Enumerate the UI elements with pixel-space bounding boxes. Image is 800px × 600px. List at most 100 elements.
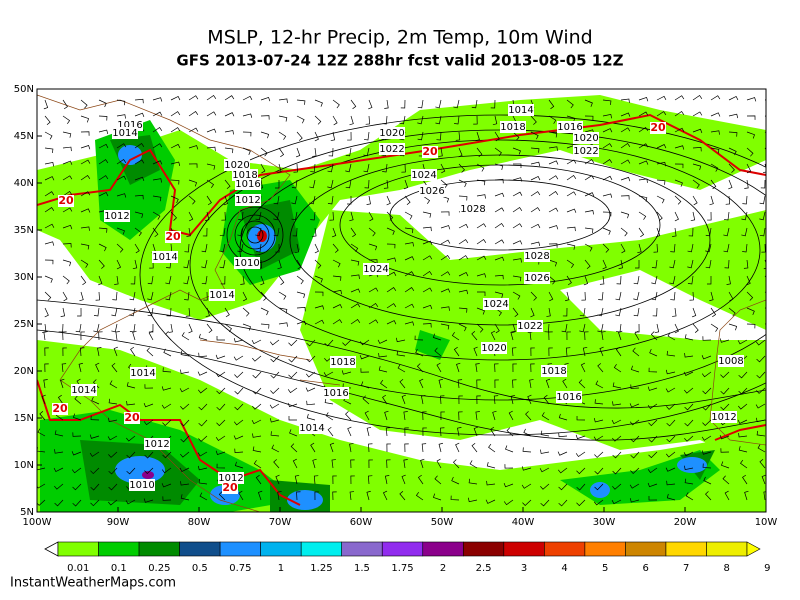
barb — [548, 275, 556, 285]
barb — [422, 195, 431, 205]
barb — [602, 259, 607, 270]
barb — [62, 224, 73, 230]
barb — [702, 419, 712, 427]
barb — [80, 208, 91, 213]
isobar-label-bg — [224, 159, 250, 171]
barb — [44, 307, 49, 318]
barb — [494, 363, 499, 373]
barb — [378, 352, 388, 358]
barb — [723, 211, 730, 221]
barb — [687, 275, 694, 285]
barb — [168, 323, 173, 333]
barb — [116, 193, 127, 198]
barb — [602, 175, 613, 181]
barb — [386, 443, 391, 453]
barb — [255, 243, 262, 253]
isobar-label: 1014 — [71, 385, 96, 396]
barb — [691, 307, 697, 318]
barb — [620, 98, 630, 104]
barb — [593, 499, 604, 506]
barb — [80, 159, 91, 165]
barb — [386, 195, 391, 206]
barb — [404, 271, 415, 277]
barb — [134, 142, 145, 149]
barb — [108, 483, 118, 491]
barb — [738, 371, 748, 379]
barb — [674, 163, 684, 169]
barb — [494, 291, 504, 298]
barb — [707, 211, 712, 221]
barb — [760, 179, 766, 189]
barb — [602, 143, 613, 149]
barb — [278, 147, 285, 158]
barb — [476, 255, 487, 261]
isobar-label: 1008 — [718, 356, 743, 367]
barb — [541, 412, 550, 421]
barb — [234, 371, 244, 378]
lon-label: 80W — [188, 517, 211, 528]
barb — [666, 403, 676, 410]
barb — [252, 446, 262, 453]
barb — [349, 443, 354, 453]
colorbar-label: 2 — [440, 563, 446, 574]
barb — [504, 464, 514, 469]
barb — [669, 275, 676, 285]
barb — [134, 243, 140, 254]
barb — [364, 410, 370, 421]
isobar-label-bg — [144, 438, 170, 450]
barb — [80, 226, 90, 231]
barb — [475, 411, 480, 421]
lon-label: 40W — [512, 517, 535, 528]
barb — [162, 419, 172, 427]
barb — [744, 490, 749, 501]
barb — [144, 451, 154, 459]
barb — [219, 243, 226, 253]
barb — [188, 179, 198, 187]
barb — [666, 480, 676, 486]
barb — [755, 403, 766, 409]
barb — [274, 179, 280, 189]
barb — [436, 131, 442, 141]
barb — [291, 211, 298, 221]
barb — [401, 163, 406, 173]
barb — [633, 307, 640, 317]
barb — [80, 243, 90, 250]
barb — [305, 371, 316, 378]
isobar-label-bg — [152, 251, 178, 263]
barb — [612, 483, 622, 490]
barb — [540, 430, 550, 437]
barb — [422, 255, 433, 261]
barb — [566, 243, 576, 250]
barb — [458, 163, 465, 173]
barb — [458, 179, 467, 188]
barb — [422, 304, 433, 310]
barb — [305, 387, 316, 392]
barb — [152, 195, 162, 202]
barb — [469, 460, 478, 469]
barb — [523, 428, 532, 437]
barb — [494, 192, 505, 198]
barb — [185, 307, 191, 317]
barb — [401, 394, 406, 405]
barb — [310, 442, 316, 453]
barb — [638, 96, 649, 102]
barb — [350, 259, 360, 266]
barb — [277, 259, 282, 270]
barb — [656, 144, 667, 149]
barb — [512, 131, 520, 141]
barb — [350, 227, 357, 238]
barb — [505, 445, 514, 453]
barb — [218, 491, 226, 501]
barb — [115, 331, 120, 341]
isobar-label: 1012 — [235, 195, 260, 206]
barb — [44, 115, 51, 125]
barb — [242, 323, 251, 331]
barb — [476, 147, 483, 158]
barb — [363, 163, 370, 173]
barb — [296, 307, 306, 312]
barb — [219, 259, 226, 269]
barb — [674, 323, 679, 334]
barb — [44, 291, 52, 301]
barb — [350, 288, 361, 293]
barb — [143, 402, 154, 408]
